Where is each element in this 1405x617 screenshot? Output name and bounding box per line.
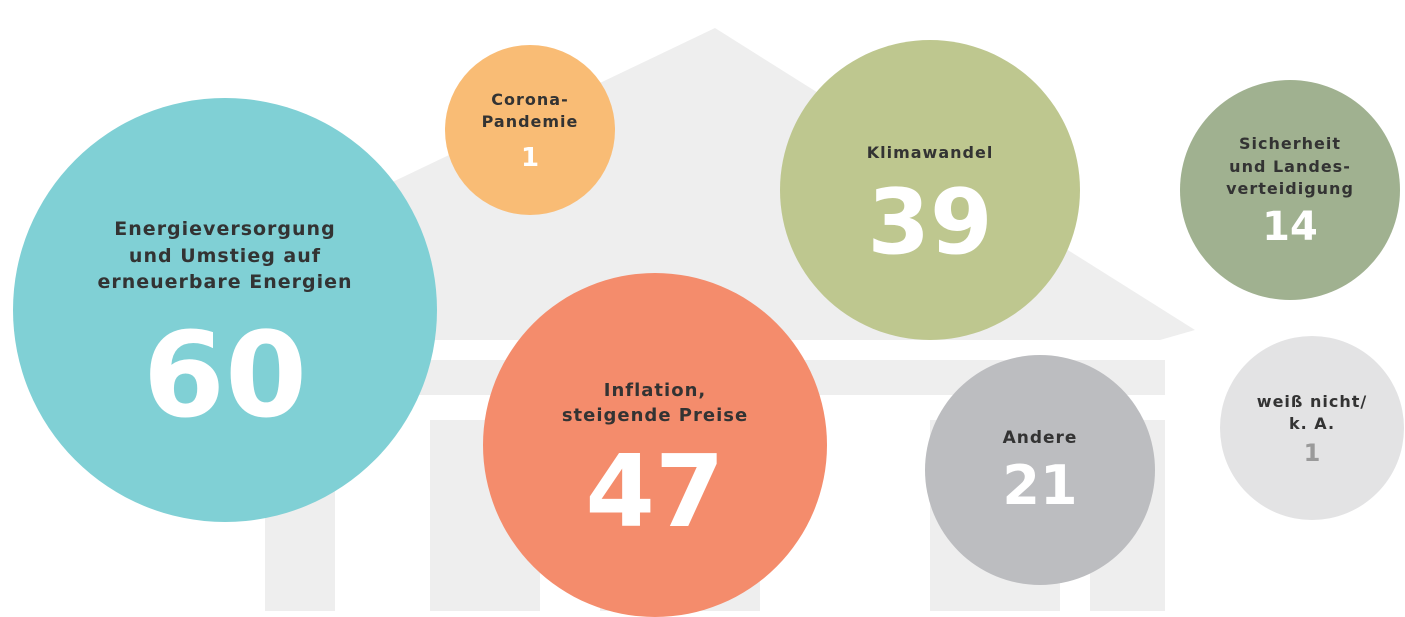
- bubble-label: Andere: [1003, 427, 1078, 451]
- bubble-value: 1: [521, 145, 539, 171]
- bubble-label: Inflation, steigende Preise: [562, 378, 748, 428]
- bubble: weiß nicht/ k. A. 1: [1220, 336, 1404, 520]
- bubble-value: 1: [1304, 441, 1321, 465]
- bubble-label: Klimawandel: [867, 142, 994, 164]
- bubble-value: 60: [143, 316, 307, 434]
- page: Energieversorgung und Umstieg auf erneue…: [0, 0, 1405, 611]
- bubble: Sicherheit und Landes- verteidigung 14: [1180, 80, 1400, 300]
- bubble: Corona- Pandemie 1: [445, 45, 615, 215]
- bubble-label: weiß nicht/ k. A.: [1257, 391, 1367, 436]
- bubble-label: Energieversorgung und Umstieg auf erneue…: [97, 216, 352, 296]
- bubble: Klimawandel 39: [780, 40, 1080, 340]
- bubble-value: 47: [585, 442, 724, 542]
- bubble-value: 21: [1002, 459, 1077, 513]
- bubble: Inflation, steigende Preise 47: [483, 273, 827, 617]
- bubble-label: Corona- Pandemie: [482, 89, 579, 134]
- bubble-label: Sicherheit und Landes- verteidigung: [1226, 133, 1354, 200]
- bubble-value: 14: [1262, 207, 1318, 247]
- bubble: Energieversorgung und Umstieg auf erneue…: [13, 98, 437, 522]
- bubble: Andere 21: [925, 355, 1155, 585]
- bubble-value: 39: [867, 178, 992, 268]
